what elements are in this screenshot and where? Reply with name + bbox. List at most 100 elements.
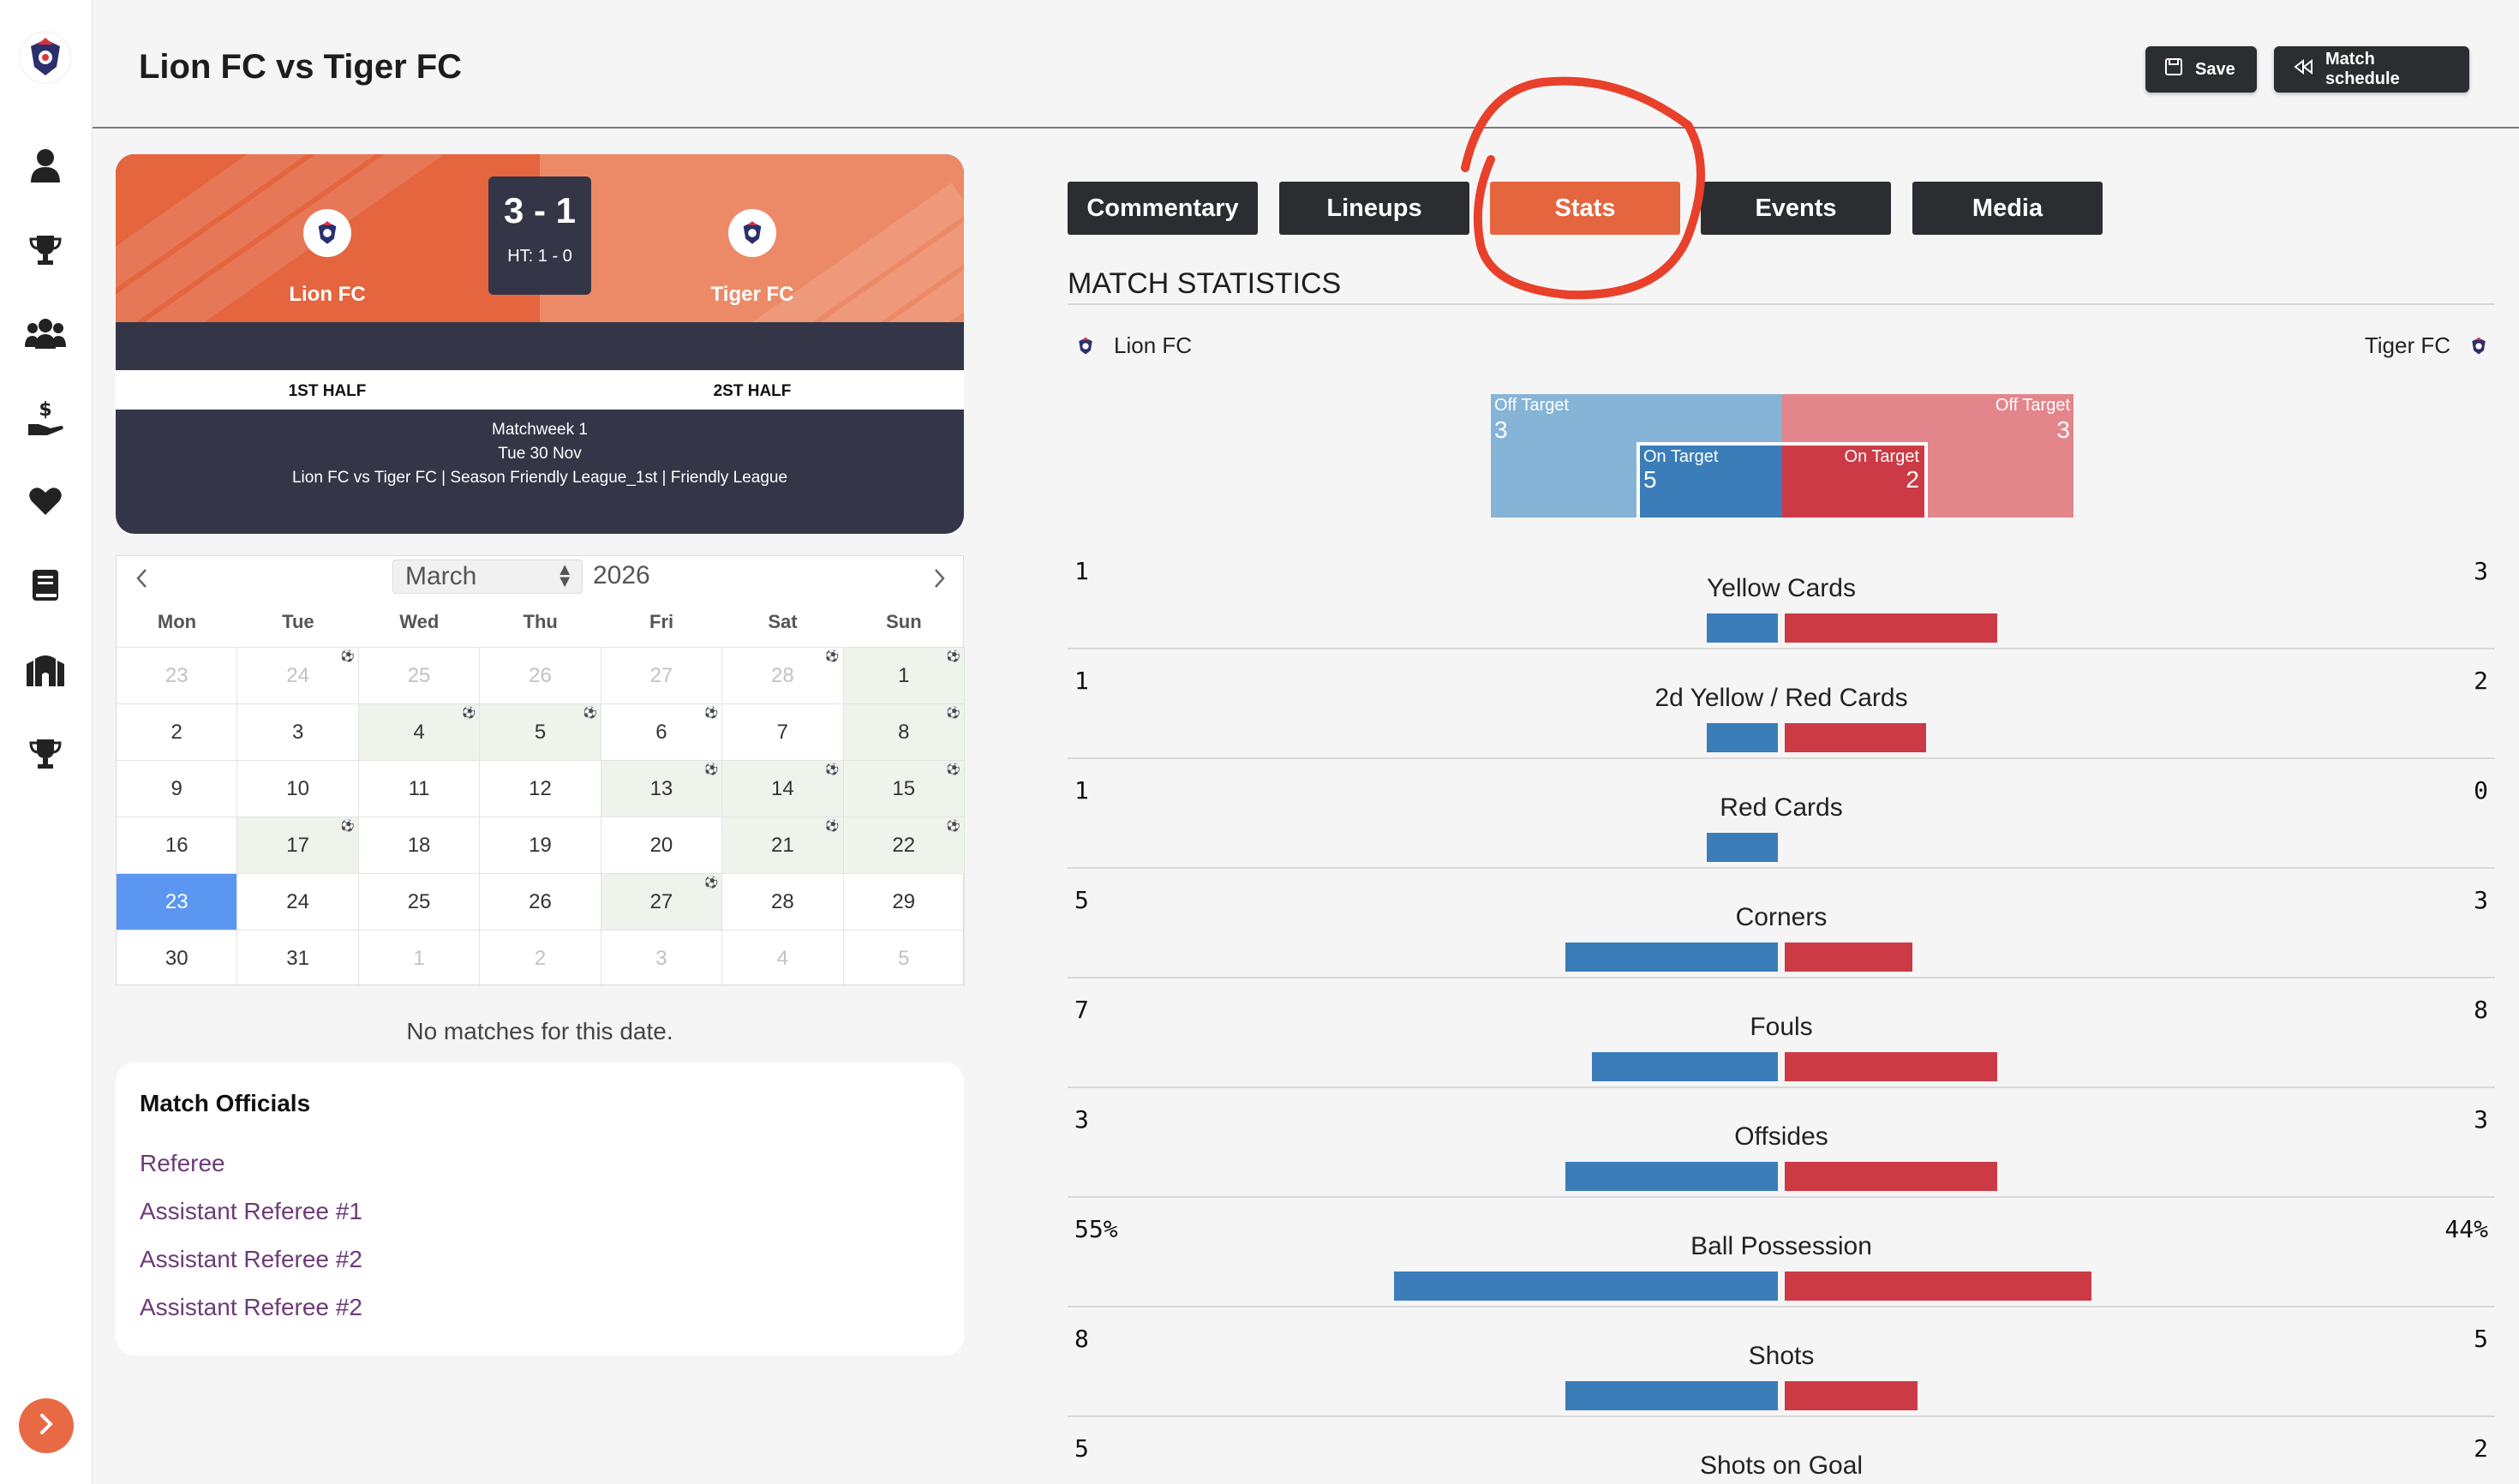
calendar-day[interactable]: 5 [843,930,965,986]
stat-away-value: 2 [2474,667,2488,695]
expand-sidebar-button[interactable] [19,1398,74,1453]
official-assistant-1[interactable]: Assistant Referee #1 [140,1198,362,1224]
calendar-day[interactable]: 16 [117,817,238,873]
calendar-day[interactable]: 18 [358,817,481,873]
calendar-day[interactable]: 1 ⚽ [843,647,965,703]
calendar-day[interactable]: 23 [117,647,238,703]
stats-home-team: Lion FC [1073,332,1192,359]
stat-row-fouls: 7 8 Fouls [1068,978,2495,1088]
user-icon[interactable] [21,141,70,190]
official-assistant-2b[interactable]: Assistant Referee #2 [140,1294,362,1320]
calendar-day[interactable]: 15 ⚽ [843,760,965,817]
calendar-day[interactable]: 3 [237,703,359,760]
tab-events[interactable]: Events [1701,182,1891,235]
stat-away-value: 3 [2474,557,2488,585]
calendar-day-number: 6 [655,720,667,744]
calendar-day[interactable]: 27 ⚽ [601,873,723,930]
finance-icon[interactable]: $ [21,392,70,442]
club-logo-icon[interactable] [17,29,74,86]
match-schedule-button[interactable]: Match schedule [2274,46,2469,93]
stat-label: Yellow Cards [1707,574,1856,602]
calendar-day-number: 14 [771,776,794,800]
month-select[interactable]: March ▲ ▼ [392,559,583,594]
calendar-day[interactable]: 21 ⚽ [722,817,844,873]
calendar-day-number: 25 [407,663,431,687]
calendar-day[interactable]: 12 [480,760,601,817]
stat-row-shots-on-goal: 5 2 Shots on Goal [1068,1417,2495,1484]
calendar-day[interactable]: 25 [358,647,481,703]
calendar-day[interactable]: 11 [358,760,481,817]
match-officials-card: Match Officials Referee Assistant Refere… [116,1062,964,1355]
official-referee[interactable]: Referee [140,1150,225,1176]
cup-icon[interactable] [21,728,70,778]
calendar-day[interactable]: 24 ⚽ [237,647,359,703]
calendar-day[interactable]: 22 ⚽ [843,817,965,873]
stat-row-shots: 8 5 Shots [1068,1307,2495,1417]
heart-icon[interactable] [21,476,70,526]
match-ball-icon: ⚽ [825,763,840,775]
calendar-day[interactable]: 20 [601,817,723,873]
calendar-day[interactable]: 4 [722,930,844,986]
calendar-day[interactable]: 5 ⚽ [480,703,601,760]
scoreboard-card: Lion FC Tiger FC 3 - 1 HT: 1 - 0 1ST HAL… [116,154,964,534]
calendar-day[interactable]: 27 [601,647,723,703]
save-button[interactable]: Save [2145,46,2257,93]
tab-stats[interactable]: Stats [1490,182,1680,235]
stat-home-value: 5 [1074,1434,1089,1463]
team-icon[interactable] [21,308,70,358]
calendar-day[interactable]: 28 [722,873,844,930]
calendar-day-number: 3 [655,946,667,970]
calendar-day[interactable]: 30 [117,930,238,986]
calendar-day[interactable]: 29 [843,873,965,930]
calendar-day[interactable]: 19 [480,817,601,873]
calendar-day[interactable]: 6 ⚽ [601,703,723,760]
calendar-day[interactable]: 31 [237,930,359,986]
officials-title: Match Officials [140,1090,311,1116]
away-on-target-block: On Target 2 [1782,442,1928,518]
stat-label: Corners [1735,903,1828,931]
calendar-day[interactable]: 2 [480,930,601,986]
calendar-day-number: 25 [407,889,431,913]
stat-label: Fouls [1750,1013,1813,1041]
calendar-day[interactable]: 26 [480,647,601,703]
calendar-day[interactable]: 8 ⚽ [843,703,965,760]
calendar-day[interactable]: 26 [480,873,601,930]
tab-media[interactable]: Media [1912,182,2103,235]
trophy-icon[interactable] [21,224,70,274]
stat-away-bar [1785,613,1997,643]
calendar-day[interactable]: 10 [237,760,359,817]
calendar-day[interactable]: 1 [358,930,481,986]
calendar-day[interactable]: 9 [117,760,238,817]
calendar-day[interactable]: 17 ⚽ [237,817,359,873]
stadium-icon[interactable] [21,644,70,694]
book-icon[interactable] [21,560,70,610]
away-on-target-value: 2 [1906,466,1919,493]
next-month-button[interactable] [930,565,948,598]
calendar-day[interactable]: 3 [601,930,723,986]
tab-commentary[interactable]: Commentary [1068,182,1258,235]
stat-away-value: 3 [2474,886,2488,914]
calendar-day[interactable]: 7 [722,703,844,760]
calendar-day[interactable]: 25 [358,873,481,930]
official-assistant-2[interactable]: Assistant Referee #2 [140,1246,362,1272]
half-labels: 1ST HALF 2ST HALF [116,370,964,410]
calendar-day[interactable]: 2 [117,703,238,760]
calendar-day[interactable]: 4 ⚽ [358,703,481,760]
calendar-day[interactable]: 24 [237,873,359,930]
prev-month-button[interactable] [134,565,151,598]
tab-lineups[interactable]: Lineups [1279,182,1469,235]
calendar-day[interactable]: 14 ⚽ [722,760,844,817]
calendar-day[interactable]: 28 ⚽ [722,647,844,703]
calendar-day[interactable]: 13 ⚽ [601,760,723,817]
select-arrows-icon: ▲ ▼ [556,560,573,591]
calendar-day-number: 11 [408,776,430,800]
calendar-day-today[interactable]: 23 [117,873,238,930]
no-matches-message: No matches for this date. [406,1018,673,1044]
calendar-day-number: 28 [771,889,794,913]
stat-away-bar [1785,723,1927,752]
year-value[interactable]: 2026 [593,561,650,589]
away-off-target-value: 3 [2056,416,2070,443]
matchweek: Matchweek 1 [492,421,588,439]
rewind-icon [2293,58,2313,80]
calendar-day-number: 1 [898,663,910,687]
